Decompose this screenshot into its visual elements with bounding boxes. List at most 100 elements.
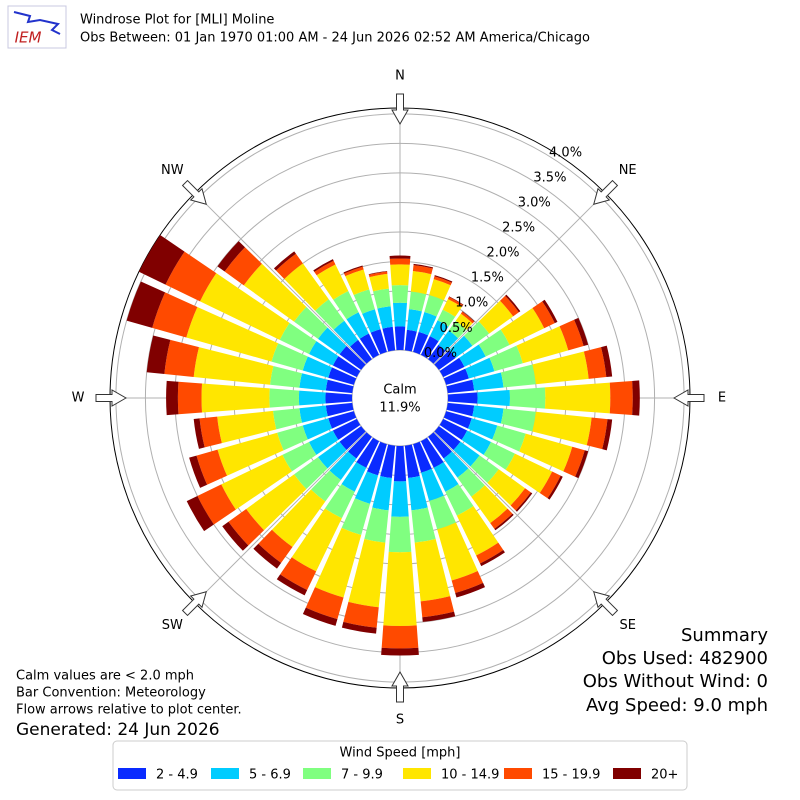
bar: [228, 508, 265, 546]
bar: [519, 433, 573, 472]
bar: [243, 263, 307, 322]
direction-label: E: [718, 391, 726, 406]
bar: [438, 330, 459, 351]
bar: [165, 251, 217, 302]
bar: [164, 339, 199, 378]
bar: [356, 437, 380, 468]
bar: [332, 356, 361, 378]
bar: [462, 311, 475, 322]
bar: [443, 451, 469, 478]
bar: [563, 446, 585, 477]
bar: [302, 418, 332, 440]
bar: [404, 444, 420, 479]
bar: [447, 296, 464, 308]
bar: [602, 419, 613, 451]
bar: [468, 418, 498, 440]
bar: [302, 607, 338, 626]
bar: [459, 344, 486, 367]
bar: [246, 474, 307, 531]
compass-arrow: [95, 389, 128, 407]
bar: [221, 454, 292, 510]
bar: [539, 471, 561, 499]
bar: [559, 319, 584, 351]
bar: [370, 329, 387, 355]
bar: [404, 329, 417, 352]
bar: [434, 350, 456, 370]
bar: [341, 498, 371, 536]
bar: [354, 471, 379, 504]
bar: [373, 288, 391, 309]
bar: [394, 326, 406, 351]
bar: [222, 521, 249, 551]
bar: [532, 301, 555, 329]
r-tick-label: 1.5%: [471, 271, 504, 286]
bar: [429, 495, 456, 530]
bar: [270, 365, 302, 388]
legend-swatch: [303, 768, 331, 779]
bar: [453, 441, 480, 467]
summary: Summary: [681, 625, 768, 646]
bar: [442, 298, 462, 317]
bar: [428, 344, 446, 364]
legend-swatch: [403, 768, 431, 779]
bar: [382, 326, 396, 352]
bar: [350, 339, 372, 364]
bar: [443, 368, 469, 385]
bar: [201, 383, 270, 413]
r-tick-label: 0.0%: [424, 346, 457, 361]
bar: [353, 289, 375, 314]
bar: [632, 380, 640, 416]
bar: [389, 258, 411, 265]
bar: [434, 426, 461, 450]
bar: [470, 455, 499, 483]
bar: [461, 430, 492, 455]
bar: [429, 279, 451, 301]
chart-title: Windrose Plot for [MLI] Moline: [80, 13, 274, 28]
bar: [383, 551, 417, 627]
bar: [364, 507, 389, 543]
bar: [138, 234, 185, 285]
bar: [433, 462, 459, 492]
bar: [359, 333, 380, 359]
bar: [310, 470, 341, 502]
bar: [477, 389, 510, 407]
bar: [314, 527, 362, 598]
bar: [411, 507, 436, 543]
bar: [390, 264, 410, 286]
bar: [325, 402, 354, 417]
chart-subtitle: Obs Between: 01 Jan 1970 01:00 AM - 24 J…: [80, 31, 590, 46]
bar: [146, 335, 171, 375]
bar: [217, 432, 284, 476]
note: Flow arrows relative to plot center.: [16, 703, 242, 718]
bar: [177, 381, 203, 415]
legend-frame: [112, 740, 688, 791]
legend-label: 20+: [651, 768, 678, 783]
bar: [282, 442, 317, 472]
bar: [276, 574, 308, 596]
bar: [414, 538, 451, 602]
bar: [515, 492, 533, 512]
spoke: [433, 431, 606, 604]
calm-label: Calm: [383, 383, 416, 398]
bar: [464, 321, 490, 346]
legend-swatch: [211, 768, 239, 779]
bar: [284, 263, 329, 311]
legend-label: 7 - 9.9: [341, 768, 383, 783]
bar: [333, 291, 359, 320]
legend-title: Wind Speed [mph]: [340, 746, 461, 761]
compass-arrow: [391, 93, 409, 126]
bar: [447, 392, 478, 404]
legend-swatch: [118, 768, 146, 779]
bar: [368, 271, 388, 278]
bar: [294, 457, 328, 490]
bar: [199, 416, 222, 448]
bar: [329, 451, 357, 481]
bar: [339, 346, 366, 370]
legend-label: 2 - 4.9: [156, 768, 198, 783]
bar: [455, 313, 473, 330]
bar: [586, 417, 608, 450]
bar: [341, 462, 367, 492]
bar: [308, 341, 339, 366]
bar: [193, 347, 274, 385]
